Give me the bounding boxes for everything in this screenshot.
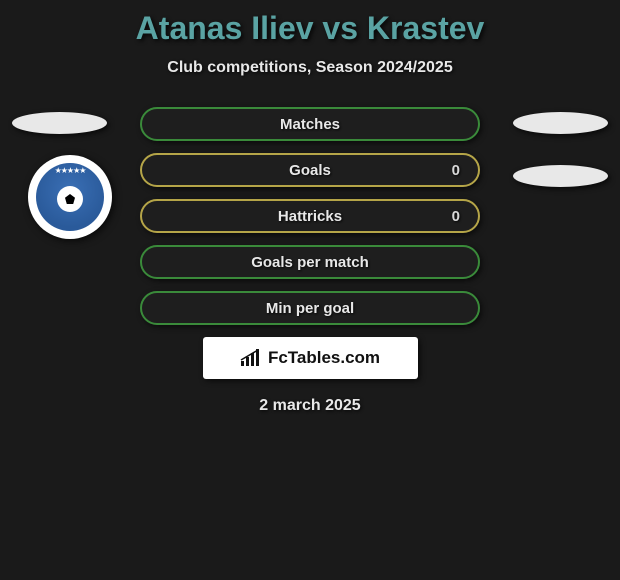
bar-chart-icon <box>240 349 262 367</box>
source-logo-text: FcTables.com <box>268 348 380 368</box>
bar-mpg: Min per goal <box>140 291 480 325</box>
subtitle: Club competitions, Season 2024/2025 <box>0 59 620 77</box>
bar-label: Matches <box>280 116 340 133</box>
bar-hattricks: Hattricks 0 <box>140 199 480 233</box>
bar-label: Goals <box>289 162 331 179</box>
bar-gpm: Goals per match <box>140 245 480 279</box>
club-badge-inner: ★★★★★ <box>36 163 104 231</box>
soccer-ball-icon <box>57 186 83 212</box>
player-right-placeholder-2 <box>513 165 608 187</box>
bar-label: Goals per match <box>251 254 369 271</box>
player-right-placeholder-1 <box>513 112 608 134</box>
page-title: Atanas Iliev vs Krastev <box>0 10 620 47</box>
player-left-placeholder-1 <box>12 112 107 134</box>
stat-bars: Matches Goals 0 Hattricks 0 Goals per ma… <box>140 107 480 325</box>
bar-value-right: 0 <box>452 162 460 179</box>
bar-matches: Matches <box>140 107 480 141</box>
club-badge: ★★★★★ <box>28 155 112 239</box>
comparison-area: ★★★★★ Matches Goals 0 Hattricks 0 Goals … <box>0 107 620 415</box>
bar-label: Min per goal <box>266 300 354 317</box>
bar-label: Hattricks <box>278 208 342 225</box>
source-logo: FcTables.com <box>203 337 418 379</box>
snapshot-date: 2 march 2025 <box>0 397 620 415</box>
bar-goals: Goals 0 <box>140 153 480 187</box>
bar-value-right: 0 <box>452 208 460 225</box>
badge-stars-icon: ★★★★★ <box>36 166 104 175</box>
